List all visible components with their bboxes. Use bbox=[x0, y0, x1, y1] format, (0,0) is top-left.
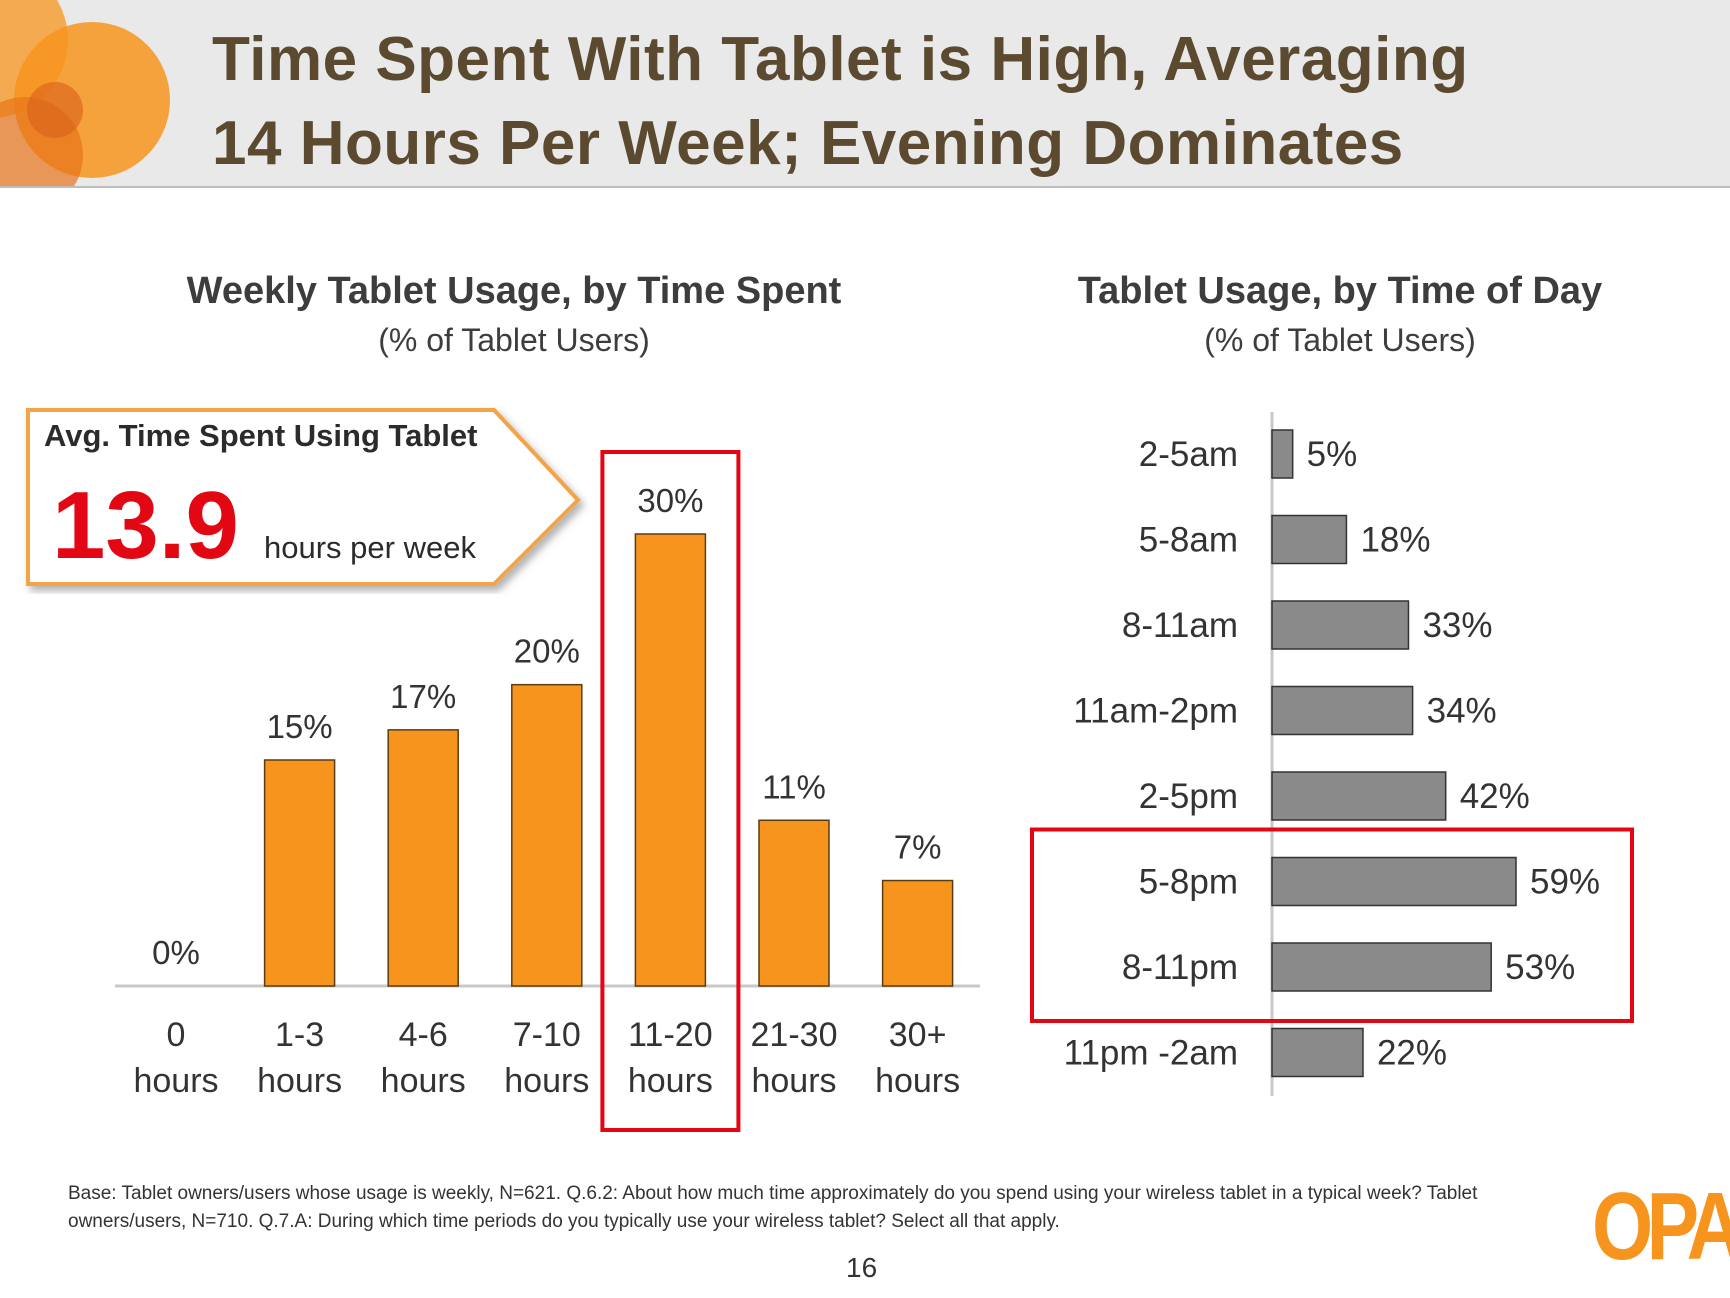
hbar-value-label: 22% bbox=[1377, 1034, 1447, 1073]
bar-value-label: 7% bbox=[894, 829, 942, 866]
highlight-box-11-20 bbox=[600, 450, 741, 1132]
time-of-day-label: 2-5pm bbox=[1139, 777, 1238, 816]
slide-title-line2: 14 Hours Per Week; Evening Dominates bbox=[212, 109, 1404, 178]
category-label: 11-20 bbox=[628, 1016, 712, 1054]
category-label-unit: hours bbox=[133, 1062, 218, 1100]
bar-value-label: 30% bbox=[637, 482, 703, 519]
bar-1 bbox=[263, 759, 336, 987]
page-number: 16 bbox=[846, 1252, 878, 1283]
hbar-6 bbox=[1271, 942, 1492, 992]
hbar-3 bbox=[1271, 685, 1414, 736]
callout-unit: hours per week bbox=[264, 530, 476, 565]
category-label: 21-30 bbox=[751, 1016, 838, 1054]
hbar-value-label: 53% bbox=[1505, 948, 1575, 987]
category-label-unit: hours bbox=[628, 1062, 713, 1100]
time-of-day-label: 5-8am bbox=[1139, 521, 1238, 560]
bar-2 bbox=[387, 729, 459, 987]
time-of-day-label: 8-11pm bbox=[1122, 948, 1238, 987]
hbar-7 bbox=[1271, 1027, 1364, 1078]
hbar-value-label: 42% bbox=[1460, 777, 1530, 816]
time-of-day-label: 8-11am bbox=[1122, 606, 1238, 645]
bar-5 bbox=[758, 819, 830, 987]
hbar-value-label: 34% bbox=[1427, 692, 1497, 731]
category-label: 0 bbox=[167, 1016, 186, 1054]
slide-header: Time Spent With Tablet is High, Averagin… bbox=[0, 0, 1730, 188]
left-chart-title: Weekly Tablet Usage, by Time Spent bbox=[186, 270, 842, 312]
category-label: 4-6 bbox=[399, 1016, 448, 1054]
category-label: 1-3 bbox=[275, 1016, 324, 1054]
bar-value-label: 20% bbox=[514, 633, 580, 670]
bar-3 bbox=[511, 683, 583, 987]
time-of-day-label: 5-8pm bbox=[1139, 863, 1238, 902]
right-chart-subtitle: (% of Tablet Users) bbox=[1204, 322, 1476, 358]
decorative-circles-icon bbox=[0, 0, 170, 186]
bar-4 bbox=[634, 533, 707, 987]
category-label-unit: hours bbox=[875, 1062, 960, 1100]
slide-title-line1: Time Spent With Tablet is High, Averagin… bbox=[212, 25, 1469, 94]
bar-value-label: 0% bbox=[152, 934, 200, 971]
category-label: 30+ bbox=[889, 1016, 947, 1054]
bar-value-label: 17% bbox=[390, 678, 456, 715]
hbar-value-label: 18% bbox=[1360, 521, 1430, 560]
category-label-unit: hours bbox=[504, 1062, 589, 1100]
hbar-1 bbox=[1271, 514, 1348, 565]
bar-value-label: 15% bbox=[267, 708, 333, 745]
bar-value-label: 11% bbox=[762, 768, 826, 805]
category-label-unit: hours bbox=[751, 1062, 836, 1100]
time-of-day-label: 11pm -2am bbox=[1064, 1034, 1238, 1073]
hbar-value-label: 33% bbox=[1422, 606, 1492, 645]
hbar-4 bbox=[1271, 771, 1447, 821]
category-label-unit: hours bbox=[381, 1062, 466, 1100]
time-of-day-label: 2-5am bbox=[1139, 435, 1238, 474]
hbar-2 bbox=[1271, 600, 1410, 650]
bar-6 bbox=[881, 879, 954, 987]
slide-title: Time Spent With Tablet is High, Averagin… bbox=[212, 18, 1692, 186]
callout-value: 13.9 bbox=[52, 472, 239, 579]
left-chart-subtitle: (% of Tablet Users) bbox=[378, 322, 650, 358]
time-of-day-label: 11am-2pm bbox=[1073, 692, 1238, 731]
right-chart-title: Tablet Usage, by Time of Day bbox=[1077, 270, 1603, 312]
category-label: 7-10 bbox=[513, 1016, 581, 1054]
opa-logo: OPA bbox=[1592, 1173, 1730, 1280]
hbar-value-label: 59% bbox=[1530, 863, 1600, 902]
hbar-0 bbox=[1271, 429, 1294, 479]
callout-label: Avg. Time Spent Using Tablet bbox=[44, 418, 478, 453]
hbar-value-label: 5% bbox=[1307, 435, 1358, 474]
category-label-unit: hours bbox=[257, 1062, 342, 1100]
hbar-5 bbox=[1271, 856, 1517, 907]
highlight-box-evening bbox=[1030, 827, 1634, 1023]
footnote: Base: Tablet owners/users whose usage is… bbox=[68, 1183, 1478, 1232]
callout-arrow-box bbox=[26, 408, 581, 586]
